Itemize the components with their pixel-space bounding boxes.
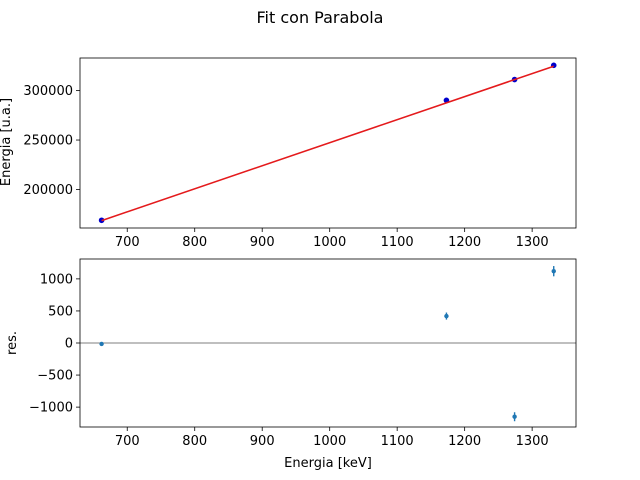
bottom-residual-point bbox=[99, 341, 104, 347]
top-x-tick-label: 700 bbox=[115, 235, 140, 250]
bottom-y-axis-label: res. bbox=[5, 331, 20, 355]
top-y-tick-label: 200000 bbox=[23, 183, 73, 198]
top-axes-frame bbox=[79, 57, 577, 229]
figure-title: Fit con Parabola bbox=[257, 8, 384, 27]
top-x-tick-label: 800 bbox=[182, 235, 207, 250]
bottom-x-tick-label: 1000 bbox=[313, 434, 346, 449]
bottom-y-tick-label: 500 bbox=[48, 304, 73, 319]
top-panel: 700 800 900 1000 1100 1200 1300 200000 250000 300… bbox=[0, 57, 577, 250]
top-x-tick-label: 1000 bbox=[313, 235, 346, 250]
top-y-axis-label: Energia [u.a.] bbox=[0, 98, 14, 186]
top-x-tick-label: 1100 bbox=[381, 235, 414, 250]
top-x-tick-label: 900 bbox=[250, 235, 275, 250]
x-axis-label: Energia [keV] bbox=[284, 456, 372, 471]
bottom-x-tick-label: 800 bbox=[182, 434, 207, 449]
bottom-panel: 700 800 900 1000 1100 1200 1300 −1000 −500 0 500 10… bbox=[5, 258, 577, 471]
top-x-tick-label: 1300 bbox=[516, 235, 549, 250]
bottom-x-tick-label: 1200 bbox=[448, 434, 481, 449]
bottom-y-tick-label: 0 bbox=[65, 337, 73, 352]
top-x-tick-label: 1200 bbox=[448, 235, 481, 250]
bottom-residual-point bbox=[512, 414, 517, 419]
bottom-x-tick-label: 1300 bbox=[516, 434, 549, 449]
bottom-y-tick-label: 1000 bbox=[40, 272, 73, 287]
top-y-tick-label: 300000 bbox=[23, 84, 73, 99]
top-y-tick-label: 250000 bbox=[23, 134, 73, 149]
top-fit-line bbox=[101, 65, 554, 222]
bottom-x-tick-label: 700 bbox=[115, 434, 140, 449]
bottom-residual-point bbox=[551, 268, 556, 274]
bottom-y-tick-label: −1000 bbox=[29, 401, 73, 416]
top-plot-area: 700 800 900 1000 1100 1200 1300 200000 250000 300… bbox=[23, 57, 577, 250]
bottom-x-tick-label: 900 bbox=[250, 434, 275, 449]
bottom-axes-frame bbox=[79, 258, 577, 428]
bottom-x-tick-label: 1100 bbox=[381, 434, 414, 449]
bottom-residual-point bbox=[444, 313, 449, 319]
bottom-y-tick-label: −500 bbox=[37, 369, 73, 384]
bottom-plot-area: 700 800 900 1000 1100 1200 1300 −1000 −500 0 500 10… bbox=[29, 258, 577, 449]
